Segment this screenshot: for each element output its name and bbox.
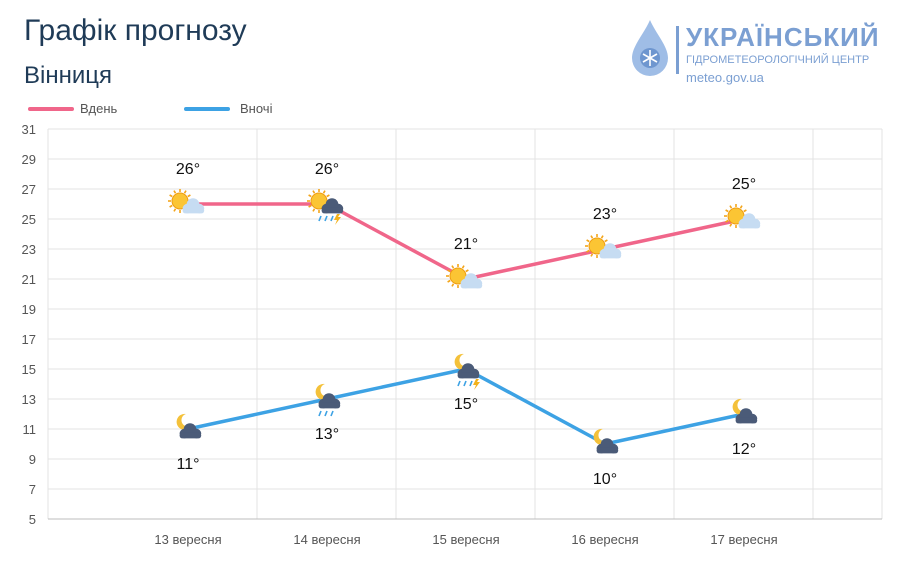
city-name: Вінниця <box>24 62 112 89</box>
y-tick-label: 21 <box>22 272 36 287</box>
x-tick-label: 14 вересня <box>293 532 360 547</box>
logo-divider <box>676 26 679 74</box>
sun-cloud-icon <box>585 234 622 259</box>
sun-cloud-icon <box>446 264 483 289</box>
data-label-day: 26° <box>315 161 339 178</box>
y-tick-label: 7 <box>29 482 36 497</box>
logo-subtitle: ГІДРОМЕТЕОРОЛОГІЧНИЙ ЦЕНТР <box>686 54 870 66</box>
logo: УКРАЇНСЬКИЙ ГІДРОМЕТЕОРОЛОГІЧНИЙ ЦЕНТР m… <box>630 18 890 85</box>
x-tick-label: 17 вересня <box>710 532 777 547</box>
data-label-day: 21° <box>454 236 478 253</box>
y-tick-label: 11 <box>23 422 37 437</box>
y-tick-label: 9 <box>29 452 36 467</box>
legend-label-day: Вдень <box>80 101 118 116</box>
legend-label-night: Вночі <box>240 101 273 116</box>
sun-storm-rain-icon <box>307 189 344 225</box>
x-tick-label: 16 вересня <box>571 532 638 547</box>
moon-cloud-rain-icon <box>315 383 341 417</box>
x-tick-label: 13 вересня <box>154 532 221 547</box>
y-tick-label: 15 <box>22 362 36 377</box>
moon-storm-rain-icon <box>454 353 480 390</box>
y-tick-label: 25 <box>22 212 36 227</box>
x-tick-label: 15 вересня <box>432 532 499 547</box>
data-label-night: 13° <box>315 426 339 443</box>
y-tick-label: 23 <box>22 242 36 257</box>
logo-name: УКРАЇНСЬКИЙ <box>686 22 880 52</box>
data-label-night: 10° <box>593 471 617 488</box>
moon-cloud-icon <box>176 413 202 439</box>
logo-url[interactable]: meteo.gov.ua <box>686 70 764 85</box>
data-label-night: 15° <box>454 396 478 413</box>
moon-cloud-icon <box>593 428 619 454</box>
y-tick-label: 13 <box>22 392 36 407</box>
data-label-day: 23° <box>593 206 617 223</box>
y-tick-label: 17 <box>22 332 36 347</box>
y-tick-label: 5 <box>29 512 36 527</box>
page-title: Графік прогнозу <box>24 14 247 47</box>
sun-cloud-icon <box>168 189 205 214</box>
data-label-night: 11° <box>176 456 199 473</box>
y-tick-label: 29 <box>22 152 36 167</box>
sun-cloud-icon <box>724 204 761 229</box>
moon-cloud-icon <box>732 398 758 424</box>
y-tick-label: 27 <box>22 182 36 197</box>
legend-swatch-night <box>184 107 230 111</box>
data-label-day: 25° <box>732 176 756 193</box>
legend-swatch-day <box>28 107 74 111</box>
y-tick-label: 19 <box>22 302 36 317</box>
data-label-day: 26° <box>176 161 200 178</box>
water-drop-icon <box>632 20 668 76</box>
y-tick-label: 31 <box>22 122 36 137</box>
data-label-night: 12° <box>732 441 756 458</box>
